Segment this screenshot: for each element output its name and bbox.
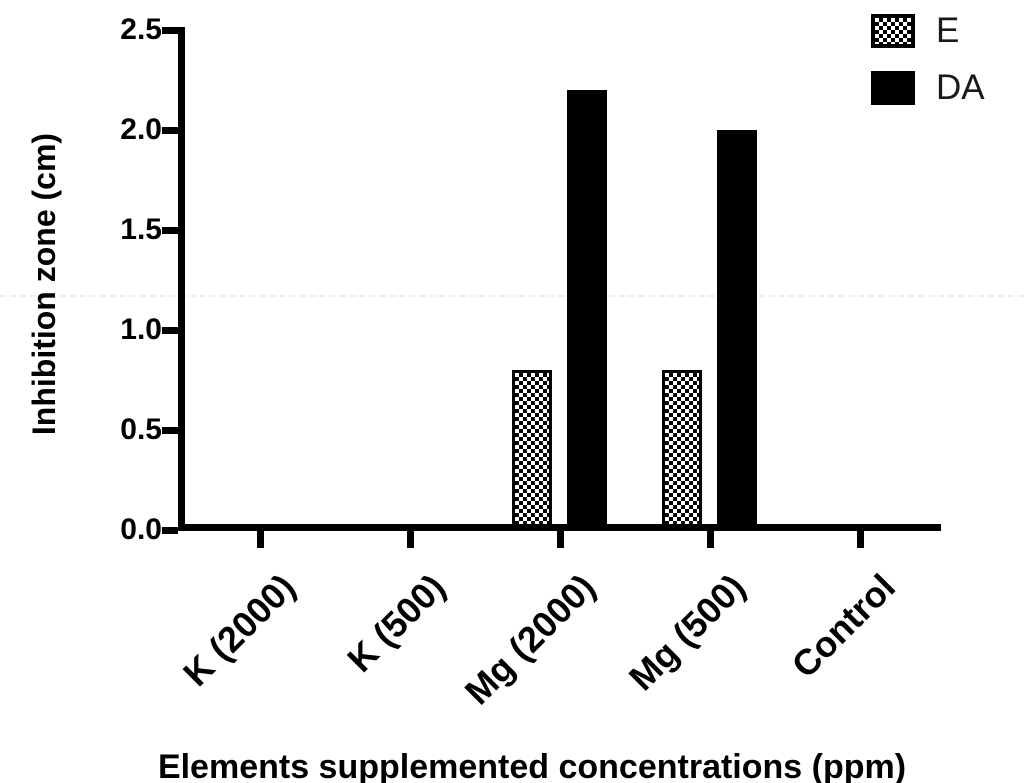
y-tick-label: 2.5 (120, 13, 162, 46)
x-category-label: K (2000) (174, 566, 303, 695)
y-tick (162, 227, 178, 234)
y-tick (162, 27, 178, 34)
x-category-label: Mg (2000) (456, 566, 603, 713)
bar-da-mg-2000 (567, 90, 607, 530)
legend-swatch-checkered (871, 14, 915, 48)
bar-da-mg-500 (717, 130, 757, 530)
y-tick-label: 1.0 (120, 313, 162, 346)
y-tick-label: 2.0 (120, 113, 162, 146)
x-axis-title: Elements supplemented concentrations (pp… (157, 748, 907, 783)
y-tick (162, 327, 178, 334)
faint-dashed-line (0, 295, 1024, 297)
bar-e-mg-2000 (512, 370, 552, 530)
legend-item-da: DA (871, 68, 985, 107)
legend-swatch-solid (871, 71, 915, 105)
y-tick-label: 0.0 (120, 513, 162, 546)
x-tick (707, 531, 714, 548)
x-tick (557, 531, 564, 548)
x-category-label: Mg (500) (620, 566, 753, 699)
bar-e-mg-500 (662, 370, 702, 530)
x-axis-line (178, 524, 941, 531)
x-tick (257, 531, 264, 548)
x-category-label: K (500) (339, 566, 453, 680)
legend-label-e: E (936, 11, 960, 50)
y-tick-label: 0.5 (120, 413, 162, 446)
y-tick (162, 127, 178, 134)
y-tick-label: 1.5 (120, 213, 162, 246)
legend-label-da: DA (936, 68, 985, 107)
y-tick (162, 527, 178, 534)
legend: E DA (871, 11, 985, 128)
legend-item-e: E (871, 11, 985, 50)
x-tick (407, 531, 414, 548)
y-tick (162, 427, 178, 434)
y-axis-line (178, 27, 185, 531)
x-tick (857, 531, 864, 548)
x-category-label: Control (783, 566, 903, 686)
